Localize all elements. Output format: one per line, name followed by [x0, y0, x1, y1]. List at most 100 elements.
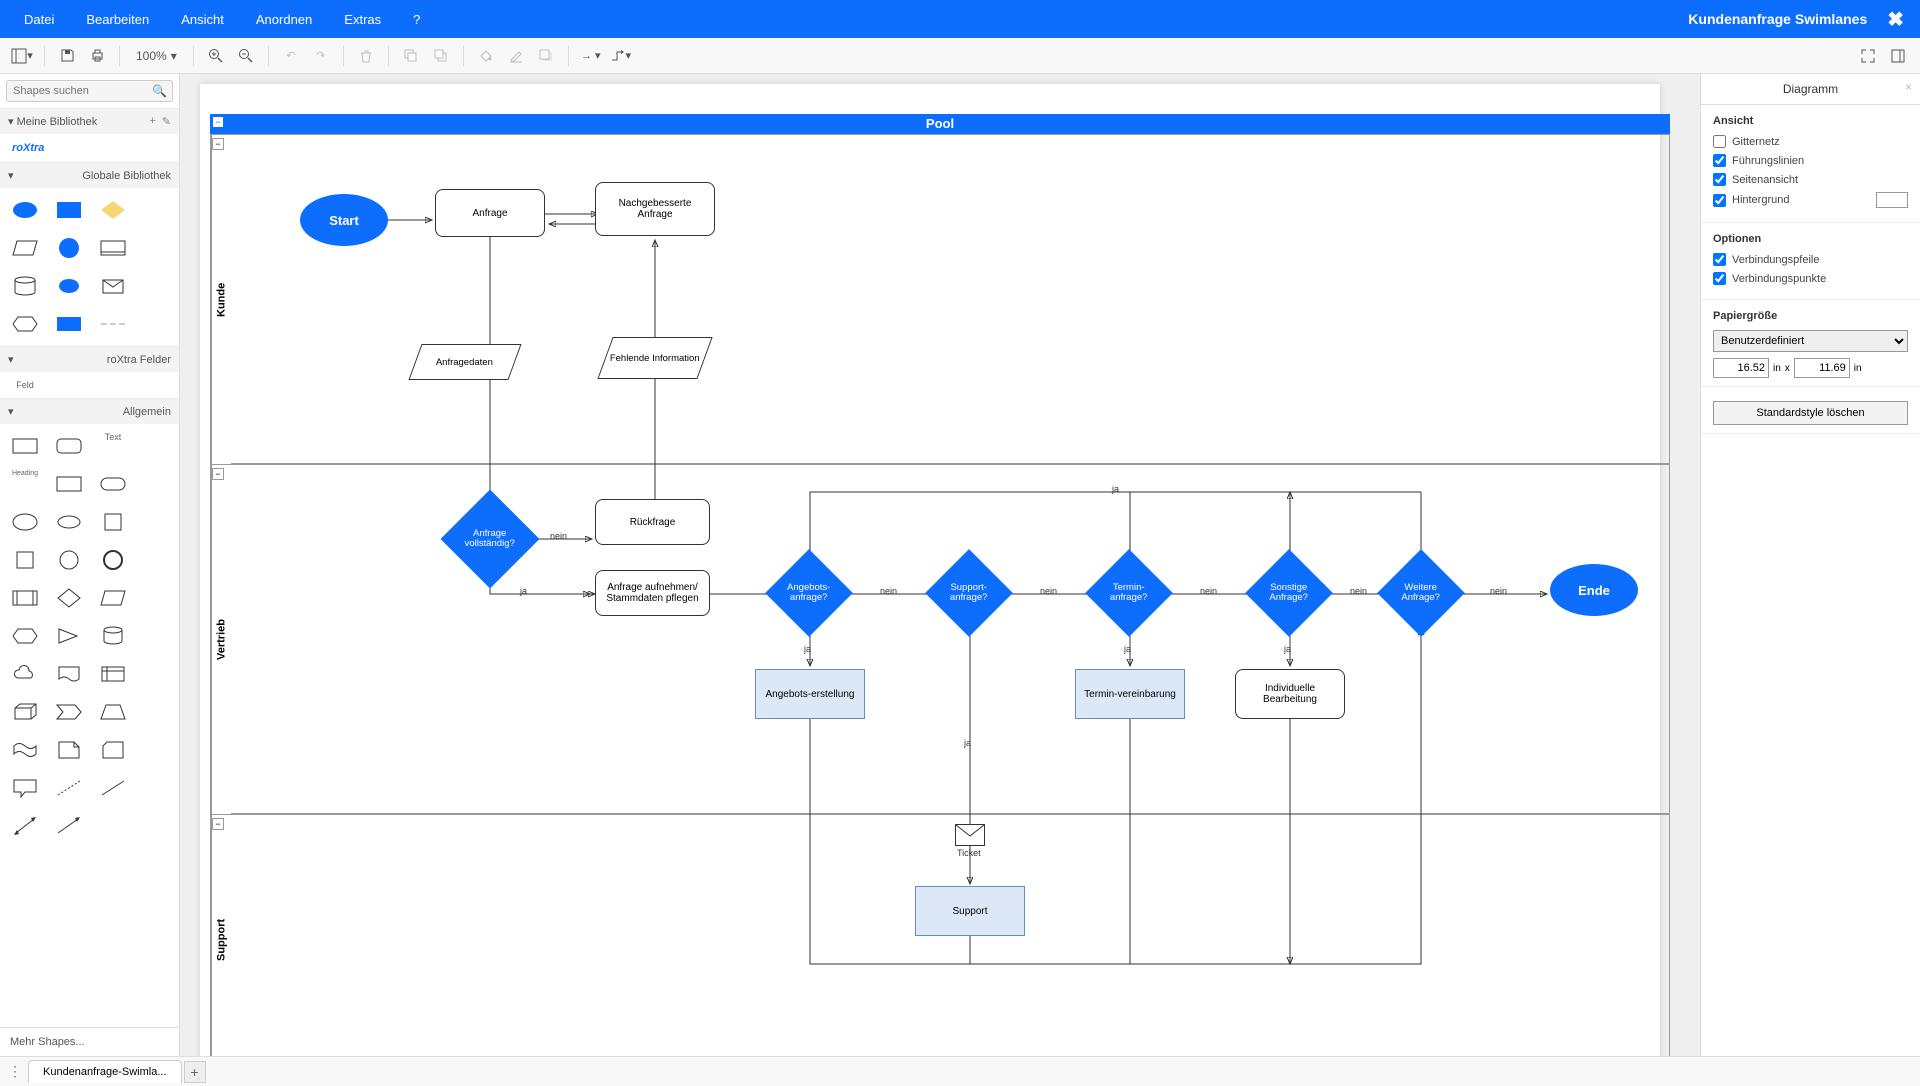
roxtra-logo[interactable]: roXtra	[0, 134, 179, 162]
lane-support-collapse-icon[interactable]: −	[212, 818, 224, 830]
node-anfrage[interactable]: Anfrage	[435, 189, 545, 237]
print-button[interactable]	[85, 44, 109, 68]
edit-icon[interactable]: ✎	[162, 115, 171, 128]
gshape-square2[interactable]	[8, 546, 42, 574]
shape-rect-blue[interactable]	[52, 196, 86, 224]
gshape-ellipse[interactable]	[8, 508, 42, 536]
gshape-diamond[interactable]	[52, 584, 86, 612]
gshape-trapezoid[interactable]	[96, 698, 130, 726]
lane-vertrieb-collapse-icon[interactable]: −	[212, 468, 224, 480]
roxtra-fields-header[interactable]: ▾ roXtra Felder	[0, 347, 179, 372]
node-start[interactable]: Start	[300, 194, 388, 246]
menu-bearbeiten[interactable]: Bearbeiten	[70, 2, 165, 37]
zoom-in-button[interactable]	[204, 44, 228, 68]
field-item[interactable]: Feld	[8, 380, 42, 390]
pageview-checkbox-row[interactable]: Seitenansicht	[1713, 173, 1908, 186]
node-ticket-icon[interactable]	[955, 824, 985, 846]
canvas-area[interactable]: Pool − Kunde − Vertrieb − Support −	[180, 74, 1700, 1056]
gshape-tape[interactable]	[8, 736, 42, 764]
points-checkbox-row[interactable]: Verbindungspunkte	[1713, 272, 1908, 285]
gshape-internal[interactable]	[96, 660, 130, 688]
clear-default-style-button[interactable]: Standardstyle löschen	[1713, 401, 1908, 425]
gshape-rounded[interactable]	[52, 432, 86, 460]
lane-vertrieb[interactable]: Vertrieb	[210, 464, 1670, 814]
pages-menu-button[interactable]: ⋮	[4, 1061, 26, 1083]
shape-ellipse-blue[interactable]	[8, 196, 42, 224]
gshape-cloud[interactable]	[8, 660, 42, 688]
gshape-parallelogram[interactable]	[96, 584, 130, 612]
connection-button[interactable]: → ▾	[579, 44, 603, 68]
add-page-button[interactable]: +	[184, 1061, 206, 1083]
more-shapes-button[interactable]: Mehr Shapes...	[0, 1027, 179, 1056]
panel-close-icon[interactable]: ×	[1905, 80, 1912, 94]
search-icon[interactable]: 🔍	[152, 84, 167, 98]
to-front-button[interactable]	[399, 44, 423, 68]
node-aufnehmen[interactable]: Anfrage aufnehmen/ Stammdaten pflegen	[595, 570, 710, 616]
zoom-level[interactable]: 100% ▾	[130, 49, 183, 63]
gshape-step[interactable]	[52, 698, 86, 726]
fullscreen-button[interactable]	[1856, 44, 1880, 68]
menu-anordnen[interactable]: Anordnen	[240, 2, 328, 37]
gshape-line-dashed[interactable]	[52, 774, 86, 802]
arrows-checkbox-row[interactable]: Verbindungspfeile	[1713, 253, 1908, 266]
gshape-text[interactable]: Text	[96, 432, 130, 460]
gshape-rect[interactable]	[8, 432, 42, 460]
gshape-arrow[interactable]	[52, 812, 86, 840]
menu-help[interactable]: ?	[397, 2, 436, 37]
gshape-rect2[interactable]	[52, 470, 86, 498]
gshape-rounded2[interactable]	[96, 470, 130, 498]
general-header[interactable]: ▾ Allgemein	[0, 399, 179, 424]
pageview-checkbox[interactable]	[1713, 173, 1726, 186]
gshape-card[interactable]	[96, 736, 130, 764]
page-tab-1[interactable]: Kundenanfrage-Swimla...	[28, 1060, 182, 1083]
undo-button[interactable]: ↶	[279, 44, 303, 68]
shape-circle-blue[interactable]	[52, 234, 86, 262]
gshape-document[interactable]	[52, 660, 86, 688]
zoom-out-button[interactable]	[234, 44, 258, 68]
background-checkbox[interactable]	[1713, 194, 1726, 207]
paper-size-select[interactable]: Benutzerdefiniert	[1713, 330, 1908, 352]
shape-hexagon[interactable]	[8, 310, 42, 338]
shape-parallelogram[interactable]	[8, 234, 42, 262]
background-checkbox-row[interactable]: Hintergrund	[1713, 192, 1908, 208]
gshape-square[interactable]	[96, 508, 130, 536]
guides-checkbox[interactable]	[1713, 154, 1726, 167]
node-nachbess[interactable]: Nachgebesserte Anfrage	[595, 182, 715, 236]
grid-checkbox[interactable]	[1713, 135, 1726, 148]
node-anfragedaten[interactable]: Anfragedaten	[408, 344, 521, 380]
pool-header[interactable]: Pool	[210, 114, 1670, 134]
menu-datei[interactable]: Datei	[8, 2, 70, 37]
gshape-circle[interactable]	[52, 546, 86, 574]
guides-checkbox-row[interactable]: Führungslinien	[1713, 154, 1908, 167]
close-icon[interactable]: ✖	[1879, 7, 1912, 32]
gshape-heading[interactable]: Heading	[8, 470, 42, 498]
global-lib-header[interactable]: ▾ Globale Bibliothek	[0, 163, 179, 188]
background-color-swatch[interactable]	[1876, 192, 1908, 208]
shape-subprocess[interactable]	[96, 234, 130, 262]
save-button[interactable]	[55, 44, 79, 68]
lane-kunde-collapse-icon[interactable]: −	[212, 138, 224, 150]
shape-cylinder[interactable]	[8, 272, 42, 300]
node-support[interactable]: Support	[915, 886, 1025, 936]
shape-dashes[interactable]	[96, 310, 130, 338]
delete-button[interactable]	[354, 44, 378, 68]
gshape-ellipse2[interactable]	[52, 508, 86, 536]
gshape-callout[interactable]	[8, 774, 42, 802]
node-angebotserstellung[interactable]: Angebots-erstellung	[755, 669, 865, 719]
gshape-process[interactable]	[8, 584, 42, 612]
points-checkbox[interactable]	[1713, 272, 1726, 285]
grid-checkbox-row[interactable]: Gitternetz	[1713, 135, 1908, 148]
shape-envelope[interactable]	[96, 272, 130, 300]
line-color-button[interactable]	[504, 44, 528, 68]
search-input[interactable]	[6, 80, 173, 102]
shadow-button[interactable]	[534, 44, 558, 68]
gshape-cube[interactable]	[8, 698, 42, 726]
menu-extras[interactable]: Extras	[328, 2, 397, 37]
add-icon[interactable]: +	[149, 115, 155, 128]
node-terminvereinbarung[interactable]: Termin-vereinbarung	[1075, 669, 1185, 719]
arrows-checkbox[interactable]	[1713, 253, 1726, 266]
paper-height-input[interactable]	[1794, 358, 1850, 378]
shape-rect-blue2[interactable]	[52, 310, 86, 338]
waypoint-button[interactable]: ▾	[609, 44, 633, 68]
node-ende[interactable]: Ende	[1550, 564, 1638, 616]
